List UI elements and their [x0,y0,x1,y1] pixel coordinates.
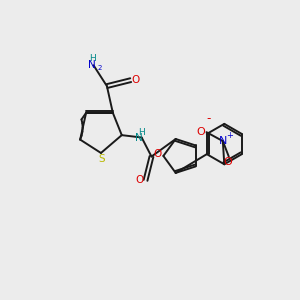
Text: O: O [153,148,162,159]
Text: H: H [89,54,95,63]
Text: H: H [138,128,145,137]
Text: N: N [88,60,96,70]
Text: N: N [219,136,227,146]
Text: O: O [131,75,139,85]
Text: +: + [226,131,233,140]
Text: S: S [98,154,105,164]
Text: N: N [135,133,143,143]
Text: 2: 2 [98,65,102,71]
Text: O: O [224,157,233,167]
Text: O: O [197,127,206,137]
Text: O: O [135,175,143,185]
Text: -: - [207,112,211,125]
